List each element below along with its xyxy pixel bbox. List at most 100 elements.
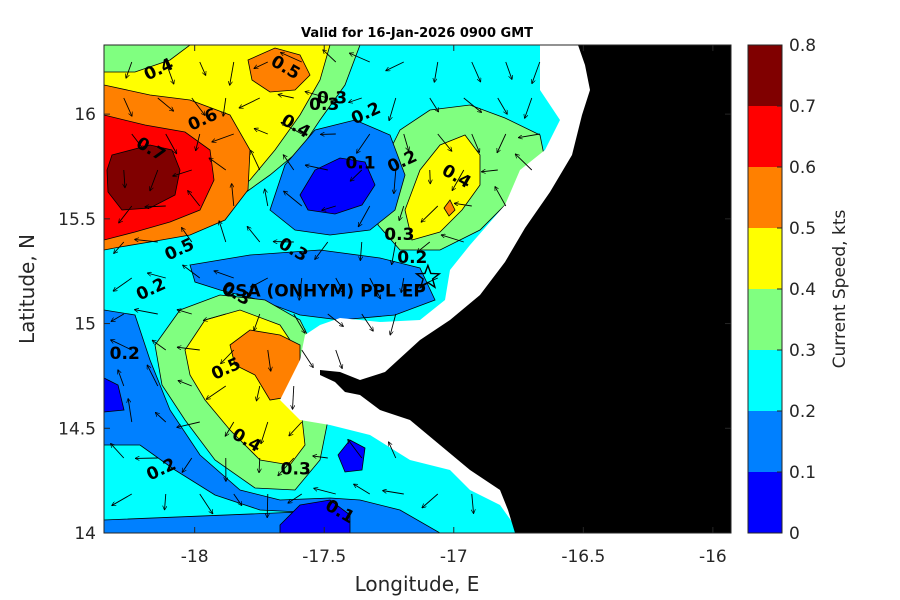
current-arrow (177, 310, 192, 315)
current-arrow (348, 97, 362, 103)
current-arrow (356, 133, 371, 154)
current-arrow (288, 493, 303, 503)
x-axis: -18 -17.5 -17 -16.5 -16 (181, 45, 727, 567)
current-arrow (335, 277, 345, 293)
current-arrow (525, 97, 533, 119)
current-arrow (382, 491, 404, 495)
current-arrow (265, 189, 269, 207)
current-arrow (259, 457, 260, 473)
current-arrow (212, 133, 234, 142)
current-arrow (430, 169, 431, 184)
current-arrow (353, 484, 371, 495)
current-arrow (390, 313, 397, 335)
colorbar-label: Current Speed, kts (830, 210, 850, 369)
current-arrow (451, 169, 465, 191)
current-arrow (481, 170, 498, 172)
current-arrow (134, 239, 158, 243)
current-arrow (441, 235, 464, 243)
contour-label: 0.3 (309, 95, 339, 115)
contour-label: 0.3 (281, 459, 311, 479)
current-arrow (422, 493, 439, 508)
current-arrow (434, 61, 439, 83)
y-tick-label: 15 (74, 315, 96, 335)
current-arrow (394, 169, 396, 194)
y-axis-label: Latitude, N (15, 234, 39, 344)
colorbar-tick-label: 0.6 (789, 158, 816, 178)
current-arrow (471, 133, 480, 153)
current-arrow (267, 349, 271, 372)
colorbar-tick-label: 0.3 (789, 341, 816, 361)
current-arrow (454, 203, 472, 207)
current-arrow (172, 169, 192, 176)
current-arrow (112, 493, 133, 507)
current-arrow (178, 380, 192, 387)
y-tick-label: 16 (74, 105, 96, 125)
colorbar-swatch (748, 289, 782, 350)
filled-contours (104, 45, 546, 533)
current-arrow (119, 205, 133, 223)
land-region (320, 45, 731, 533)
colorbar-tick-label: 0.1 (789, 463, 816, 483)
current-arrow (203, 313, 226, 321)
current-arrow (518, 133, 540, 138)
current-arrow (196, 133, 201, 151)
contour-region (404, 134, 481, 241)
current-arrow (278, 457, 295, 476)
y-tick-label: 14.5 (58, 419, 96, 439)
current-arrow (497, 97, 508, 115)
current-arrow (114, 241, 125, 254)
current-arrow (403, 133, 409, 151)
current-arrow (155, 412, 167, 423)
colorbar: 0 0.1 0.2 0.3 0.4 0.5 0.6 0.7 0.8 (747, 36, 816, 544)
current-arrow (301, 349, 314, 368)
current-arrow (134, 310, 158, 315)
contour-label: 0.3 (384, 225, 414, 245)
current-arrow (206, 385, 227, 400)
current-arrow (110, 443, 125, 459)
current-arrow (305, 92, 328, 99)
current-arrow (386, 61, 404, 71)
current-arrow (437, 133, 452, 152)
current-arrow (283, 191, 303, 207)
current-arrow (247, 226, 261, 243)
current-arrow (209, 158, 227, 171)
current-arrow (165, 493, 166, 510)
contour-label: 0.2 (397, 248, 427, 268)
contour-region (279, 499, 351, 533)
contour-region (189, 249, 436, 321)
current-arrow (124, 169, 125, 188)
current-arrow (146, 365, 159, 387)
contour-label: 0.1 (345, 154, 375, 174)
current-arrow (327, 313, 344, 327)
colorbar-tick-label: 0.7 (789, 97, 816, 117)
current-arrow (429, 97, 439, 112)
colorbar-swatch (748, 411, 782, 472)
current-arrow (471, 61, 481, 82)
colorbar-tick-label: 0.5 (789, 219, 816, 239)
x-tick-label: -16 (699, 547, 727, 567)
current-arrow (515, 154, 533, 171)
current-arrow (165, 61, 174, 84)
current-arrow (315, 241, 329, 260)
current-arrow (165, 133, 178, 154)
site-label: CSA (ONHYM) PPL EP (222, 281, 425, 301)
colorbar-swatch (748, 472, 782, 533)
current-arrow (369, 277, 382, 299)
current-arrow (147, 273, 166, 279)
current-arrow (357, 205, 371, 227)
current-arrow (230, 61, 235, 86)
current-arrow (131, 133, 144, 150)
current-arrow (126, 61, 133, 79)
current-arrow (256, 385, 261, 401)
current-arrow (388, 442, 397, 459)
y-tick-label: 14 (74, 524, 96, 544)
current-arrow (293, 385, 294, 410)
contour-region (104, 309, 441, 533)
current-arrow (472, 493, 474, 514)
contour-region (443, 199, 456, 217)
x-tick-label: -17.5 (302, 547, 346, 567)
current-arrow (261, 421, 269, 444)
current-arrow (232, 183, 234, 207)
current-arrow (417, 241, 431, 252)
current-arrow (177, 421, 200, 427)
